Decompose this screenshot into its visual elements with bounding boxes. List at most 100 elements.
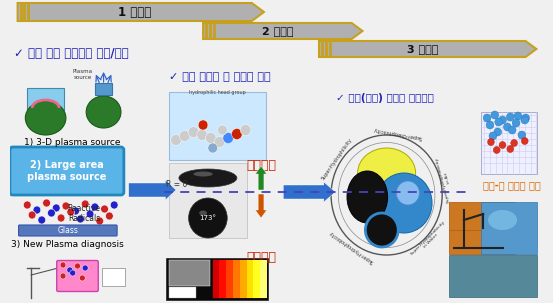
Text: Super-Hydrophobicity
in Air: Super-Hydrophobicity in Air — [435, 155, 456, 203]
Circle shape — [397, 181, 420, 205]
Circle shape — [508, 126, 516, 134]
Circle shape — [48, 209, 55, 217]
Bar — [166, 258, 268, 300]
Circle shape — [522, 114, 530, 122]
Circle shape — [495, 118, 503, 126]
Circle shape — [488, 138, 494, 145]
Circle shape — [518, 131, 526, 139]
Ellipse shape — [194, 171, 213, 177]
Polygon shape — [18, 3, 264, 21]
FancyArrow shape — [283, 182, 336, 202]
Bar — [213, 260, 265, 298]
Circle shape — [197, 129, 207, 141]
Bar — [240, 260, 247, 298]
Circle shape — [38, 216, 45, 224]
FancyBboxPatch shape — [19, 225, 117, 236]
Bar — [260, 260, 267, 298]
Circle shape — [82, 265, 88, 271]
Text: Super-Hydrophilicity: Super-Hydrophilicity — [320, 137, 353, 181]
Circle shape — [86, 210, 94, 218]
FancyBboxPatch shape — [169, 92, 266, 160]
Text: 1 차년도: 1 차년도 — [118, 5, 152, 18]
Circle shape — [512, 119, 520, 127]
Circle shape — [179, 131, 190, 142]
Circle shape — [223, 132, 233, 144]
Bar — [233, 260, 240, 298]
Text: Reactive
Radicals: Reactive Radicals — [67, 204, 101, 223]
Text: hydrophilic head group: hydrophilic head group — [189, 90, 246, 95]
Circle shape — [106, 212, 113, 220]
FancyBboxPatch shape — [95, 83, 112, 95]
Circle shape — [28, 211, 36, 219]
Circle shape — [53, 204, 60, 212]
Circle shape — [70, 270, 76, 276]
Bar — [213, 260, 220, 298]
Ellipse shape — [488, 210, 517, 230]
Bar — [102, 268, 125, 286]
Circle shape — [96, 217, 103, 225]
Ellipse shape — [366, 213, 398, 247]
Circle shape — [171, 135, 181, 145]
Bar — [253, 260, 260, 298]
Circle shape — [80, 275, 85, 281]
FancyBboxPatch shape — [27, 88, 64, 110]
Bar — [481, 202, 538, 254]
Text: ✓ 저온 상압 플라즈마 발생/평가: ✓ 저온 상압 플라즈마 발생/평가 — [14, 47, 128, 60]
Circle shape — [494, 128, 502, 136]
Circle shape — [111, 201, 118, 209]
Circle shape — [214, 136, 225, 148]
Circle shape — [188, 126, 199, 138]
Circle shape — [33, 206, 41, 214]
Circle shape — [503, 123, 511, 131]
FancyBboxPatch shape — [10, 147, 124, 195]
Circle shape — [521, 138, 528, 145]
Circle shape — [67, 208, 75, 216]
Ellipse shape — [86, 96, 121, 128]
Circle shape — [75, 263, 80, 269]
Circle shape — [499, 142, 506, 148]
Polygon shape — [203, 23, 362, 39]
Ellipse shape — [179, 169, 237, 187]
FancyBboxPatch shape — [481, 112, 538, 174]
Circle shape — [60, 262, 66, 268]
Circle shape — [60, 273, 66, 279]
Text: R = 0: R = 0 — [166, 180, 187, 189]
Text: 3) New Plasma diagnosis: 3) New Plasma diagnosis — [12, 240, 124, 249]
Circle shape — [198, 120, 208, 130]
Circle shape — [101, 205, 108, 213]
Text: ✓ 유수(油水) 분리막 응용연구: ✓ 유수(油水) 분리막 응용연구 — [336, 93, 434, 103]
Text: ✓ 표면 기능화 및 젠음성 제어: ✓ 표면 기능화 및 젠음성 제어 — [169, 72, 271, 82]
Circle shape — [483, 114, 491, 122]
Text: Super-Hydrophobicity: Super-Hydrophobicity — [328, 229, 375, 264]
Bar — [169, 287, 196, 298]
Text: Glass: Glass — [58, 226, 79, 235]
Text: Plasma
source: Plasma source — [72, 69, 92, 80]
Ellipse shape — [347, 171, 388, 223]
Polygon shape — [319, 41, 536, 57]
Bar — [220, 260, 226, 298]
Text: 2) Large area
plasma source: 2) Large area plasma source — [27, 160, 107, 182]
Text: 초소수화: 초소수화 — [246, 251, 276, 264]
Ellipse shape — [25, 101, 66, 135]
FancyArrow shape — [129, 180, 176, 200]
Circle shape — [511, 139, 518, 146]
Text: Super-Oleophilicity: Super-Oleophilicity — [372, 126, 422, 140]
Text: 2 차년도: 2 차년도 — [262, 26, 293, 36]
Ellipse shape — [199, 211, 207, 215]
Bar — [450, 255, 538, 297]
Bar — [226, 260, 233, 298]
Circle shape — [514, 112, 522, 120]
Bar — [169, 163, 247, 238]
Circle shape — [499, 116, 507, 124]
Circle shape — [217, 125, 227, 135]
Bar — [169, 260, 210, 286]
Circle shape — [189, 198, 227, 238]
Circle shape — [232, 128, 242, 139]
Bar — [247, 260, 253, 298]
Circle shape — [67, 267, 72, 273]
FancyArrow shape — [255, 194, 267, 218]
Text: 3 차년도: 3 차년도 — [406, 44, 438, 54]
Ellipse shape — [358, 148, 416, 198]
Circle shape — [521, 116, 529, 124]
Circle shape — [240, 125, 251, 135]
